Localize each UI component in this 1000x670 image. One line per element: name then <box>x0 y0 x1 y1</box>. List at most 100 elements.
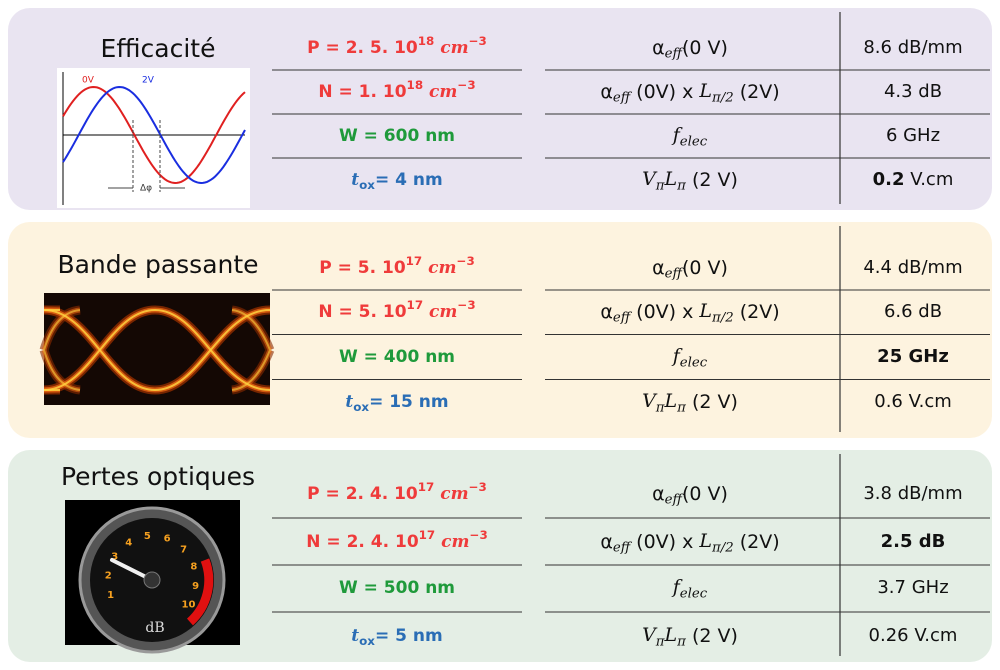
text-segment: π <box>655 400 665 415</box>
text-segment: ox <box>359 178 375 192</box>
panel <box>8 450 992 662</box>
text-segment: (2V) <box>734 81 780 103</box>
text-segment: (2 V) <box>686 625 738 647</box>
text-segment: cm <box>434 484 468 504</box>
text-segment: α <box>600 81 613 103</box>
text-segment: 2.5 dB <box>881 531 946 552</box>
gauge-number: 8 <box>190 561 197 572</box>
text-segment: 18 <box>418 34 435 48</box>
metric-value: 6 GHz <box>886 125 940 146</box>
gauge-number: 9 <box>192 581 199 592</box>
wave <box>62 85 246 185</box>
text-segment: π <box>676 178 686 193</box>
text-segment: L <box>664 624 678 646</box>
panel-title: Pertes optiques <box>61 462 255 491</box>
text-segment: V <box>642 624 658 646</box>
metric-label: felec <box>671 124 708 149</box>
metric-label: αeff (0V) x Lπ/2 (2V) <box>600 80 779 105</box>
text-segment: L <box>698 80 712 102</box>
text-segment: (2V) <box>734 531 780 553</box>
metric-label: felec <box>671 345 708 370</box>
gauge-number: 7 <box>180 544 187 555</box>
text-segment: −3 <box>457 298 475 312</box>
text-segment: L <box>664 168 678 190</box>
text-segment: t <box>345 392 353 412</box>
text-segment: f <box>671 576 683 598</box>
text-segment: (0 V) <box>682 483 728 505</box>
parameter: tox= 4 nm <box>351 170 442 192</box>
text-segment: V <box>642 168 658 190</box>
metric-value: 0.2 V.cm <box>873 169 954 190</box>
wave-label: Δφ <box>140 184 152 194</box>
text-segment: 6 GHz <box>886 125 940 146</box>
text-segment: π/2 <box>711 310 734 325</box>
metric-value: 0.26 V.cm <box>869 625 958 646</box>
gauge-hub <box>143 571 161 589</box>
text-segment: 3.7 GHz <box>877 577 948 598</box>
text-segment: −3 <box>456 254 474 268</box>
gauge-unit: dB <box>145 620 164 636</box>
panel <box>8 8 992 210</box>
text-segment: eff <box>613 90 633 105</box>
metric-value: 2.5 dB <box>881 531 946 552</box>
text-segment: 17 <box>406 254 423 268</box>
gauge-number: 2 <box>105 570 112 581</box>
text-segment: 4.4 dB/mm <box>863 257 962 278</box>
text-segment: W = 500 nm <box>339 578 455 598</box>
text-segment: = 4 nm <box>375 170 443 190</box>
metric-value: 0.6 V.cm <box>874 391 952 412</box>
panel-title: Bande passante <box>57 250 258 279</box>
parameter: W = 500 nm <box>339 578 455 598</box>
text-segment: cm <box>422 258 456 278</box>
text-segment: W = 600 nm <box>339 126 455 146</box>
text-segment: π <box>676 400 686 415</box>
text-segment: N = 5. 10 <box>318 302 406 322</box>
parameter: W = 600 nm <box>339 126 455 146</box>
metric-label: αeff(0 V) <box>652 483 728 508</box>
text-segment: π <box>655 634 665 649</box>
text-segment: π/2 <box>711 90 734 105</box>
text-segment: α <box>652 257 665 279</box>
parameter: W = 400 nm <box>339 347 455 367</box>
panel-title: Efficacité <box>101 34 216 63</box>
text-segment: eff <box>665 266 685 281</box>
text-segment: elec <box>680 134 708 149</box>
text-segment: eff <box>613 540 633 555</box>
text-segment: 4.3 dB <box>884 81 942 102</box>
gauge-number: 4 <box>125 538 132 549</box>
text-segment: α <box>600 301 613 323</box>
wave <box>62 85 246 185</box>
text-segment: L <box>664 390 678 412</box>
metric-label: αeff (0V) x Lπ/2 (2V) <box>600 300 779 325</box>
text-segment: t <box>351 626 359 646</box>
text-segment: (2 V) <box>686 169 738 191</box>
metric-value: 8.6 dB/mm <box>863 37 962 58</box>
parameter: N = 2. 4. 1017 cm−3 <box>306 528 487 552</box>
text-segment: cm <box>434 38 468 58</box>
text-segment: 0.26 V.cm <box>869 625 958 646</box>
metric-label: VπLπ (2 V) <box>642 390 738 415</box>
gauge-red <box>186 558 214 626</box>
eye-trace <box>43 309 271 391</box>
gauge-number: 5 <box>144 531 151 542</box>
text-segment: −3 <box>457 78 475 92</box>
text-segment: 0.2 <box>873 169 905 190</box>
text-segment: f <box>671 124 683 146</box>
text-segment: 0.6 V.cm <box>874 391 952 412</box>
parameter: P = 5. 1017 cm−3 <box>319 254 474 278</box>
parameter: tox= 15 nm <box>345 392 448 414</box>
wave-image <box>57 68 250 208</box>
metric-value: 4.3 dB <box>884 81 942 102</box>
text-segment: N = 1. 10 <box>318 82 406 102</box>
metric-label: felec <box>671 576 708 601</box>
text-segment: = 15 nm <box>369 392 449 412</box>
text-segment: π/2 <box>711 540 734 555</box>
text-segment: π <box>676 634 686 649</box>
text-segment: = 5 nm <box>375 626 443 646</box>
metric-label: αeff(0 V) <box>652 37 728 62</box>
gauge-number: 3 <box>111 552 118 563</box>
metric-label: αeff(0 V) <box>652 257 728 282</box>
text-segment: L <box>698 530 712 552</box>
text-segment: α <box>600 531 613 553</box>
text-segment: (0 V) <box>682 257 728 279</box>
